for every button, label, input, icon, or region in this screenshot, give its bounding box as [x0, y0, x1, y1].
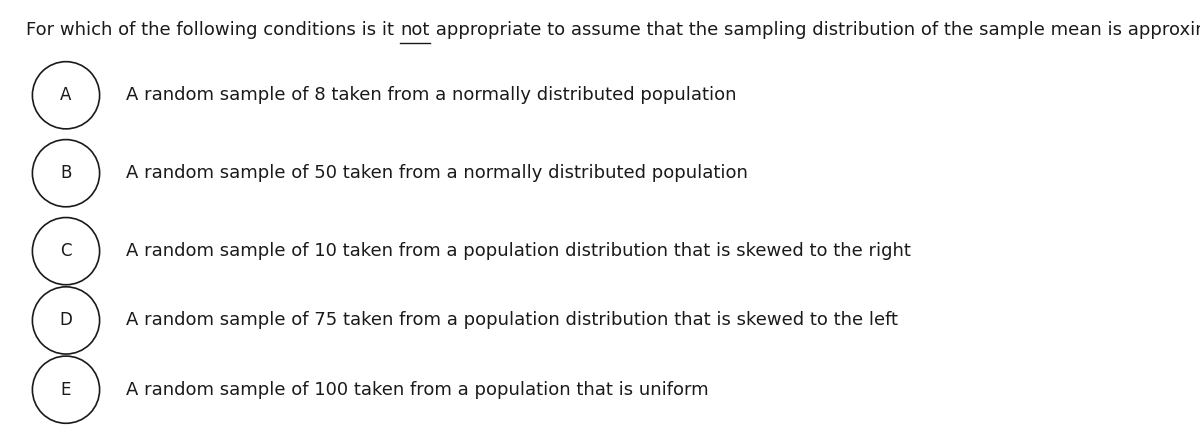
Text: not: not — [400, 21, 430, 39]
Text: A random sample of 10 taken from a population distribution that is skewed to the: A random sample of 10 taken from a popul… — [126, 242, 911, 260]
Text: For which of the following conditions is it: For which of the following conditions is… — [26, 21, 400, 39]
Text: A random sample of 50 taken from a normally distributed population: A random sample of 50 taken from a norma… — [126, 164, 748, 182]
Text: A random sample of 8 taken from a normally distributed population: A random sample of 8 taken from a normal… — [126, 86, 737, 104]
Text: A random sample of 75 taken from a population distribution that is skewed to the: A random sample of 75 taken from a popul… — [126, 311, 898, 330]
Text: A random sample of 100 taken from a population that is uniform: A random sample of 100 taken from a popu… — [126, 381, 709, 399]
Text: D: D — [60, 311, 72, 330]
Text: B: B — [60, 164, 72, 182]
Text: E: E — [61, 381, 71, 399]
Text: C: C — [60, 242, 72, 260]
Text: A: A — [60, 86, 72, 104]
Text: appropriate to assume that the sampling distribution of the sample mean is appro: appropriate to assume that the sampling … — [430, 21, 1200, 39]
